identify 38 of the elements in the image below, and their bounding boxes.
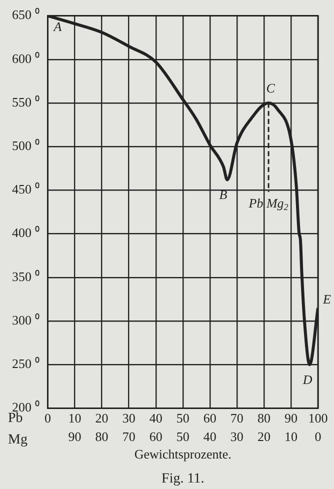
x-tick-label: 0 (44, 410, 51, 426)
annotation: B (219, 187, 228, 202)
y-tick-label: 250 ⁰ (12, 356, 40, 372)
x2-tick-label: 30 (230, 429, 244, 444)
x-tick-label: 30 (122, 410, 136, 426)
x-tick-label: 40 (149, 410, 162, 426)
x2-tick-label: 20 (257, 429, 270, 444)
x2-tick-label: 10 (284, 429, 298, 444)
x-tick-label: 80 (257, 410, 270, 426)
text: Mg (8, 432, 28, 448)
annotation: A (52, 19, 62, 34)
x-tick-label: 60 (203, 410, 216, 426)
x2-tick-label: 70 (122, 429, 136, 444)
x-tick-label: 90 (284, 410, 298, 426)
x2-tick-label: 80 (95, 429, 108, 444)
x-tick-label: 100 (308, 410, 328, 426)
x-tick-label: 50 (176, 410, 190, 426)
y-tick-label: 600 ⁰ (12, 50, 40, 66)
y-tick-label: 300 ⁰ (12, 312, 40, 328)
y-tick-label: 650 ⁰ (12, 7, 40, 22)
annotation: E (322, 291, 332, 306)
x2-tick-label: 50 (176, 429, 190, 444)
x-tick-label: 10 (68, 410, 82, 426)
y-tick-label: 500 ⁰ (12, 138, 40, 154)
y-tick-label: 550 ⁰ (12, 94, 40, 110)
annotation: C (266, 80, 276, 96)
x-tick-label: 20 (95, 410, 108, 426)
x-tick-label: 70 (230, 410, 244, 426)
annotation: D (302, 372, 313, 388)
x2-tick-label: 0 (314, 429, 322, 444)
y-tick-label: 350 ⁰ (12, 268, 40, 284)
x2-tick-label: 60 (149, 429, 162, 444)
x2-tick-label: 90 (68, 429, 82, 444)
y-tick-label: 400 ⁰ (12, 225, 40, 240)
x-axis-title: Gewichtsprozente. (134, 446, 232, 462)
y-tick-label: 450 ⁰ (12, 182, 40, 197)
x2-tick-label: 40 (203, 429, 216, 444)
caption: Fig. 11. (162, 472, 204, 487)
